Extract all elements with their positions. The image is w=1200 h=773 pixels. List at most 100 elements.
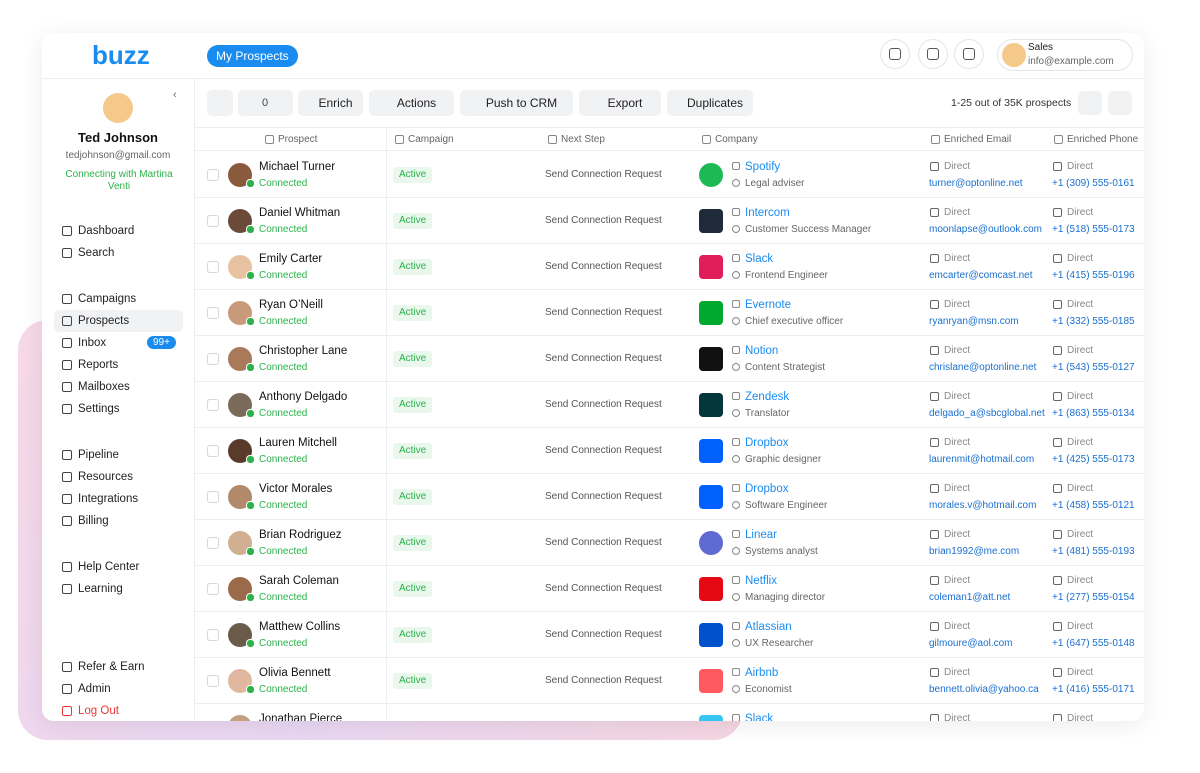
row-checkbox[interactable]	[207, 169, 219, 181]
nav-item[interactable]: Pipeline	[78, 449, 119, 461]
icon	[732, 438, 740, 446]
toolbar-button[interactable]: Actions	[369, 90, 454, 116]
nav-item[interactable]: Resources	[78, 471, 133, 483]
row-checkbox[interactable]	[207, 445, 219, 457]
email-type: Direct	[944, 713, 971, 721]
phone-type: Direct	[1067, 207, 1094, 218]
name: Brian Rodriguez	[259, 529, 342, 541]
icon	[930, 208, 939, 217]
title: Translator	[745, 408, 790, 419]
email-type: Direct	[944, 667, 971, 678]
status: Connected	[259, 546, 308, 557]
company-logo	[699, 163, 723, 187]
nav-item[interactable]: Campaigns	[78, 293, 137, 305]
company: Airbnb	[745, 667, 779, 679]
nav-item[interactable]: Log Out	[78, 705, 119, 717]
row-checkbox[interactable]	[207, 629, 219, 641]
phone-type: Direct	[1067, 253, 1094, 264]
email-type: Direct	[944, 253, 971, 264]
header-button[interactable]	[954, 39, 984, 69]
email: ryanryan@msn.com	[929, 316, 1019, 327]
icon	[62, 338, 72, 348]
next-step: Send Connection Request	[545, 307, 662, 318]
status: Connected	[259, 592, 308, 603]
table-header-divider	[195, 127, 1144, 128]
user-menu[interactable]	[997, 39, 1133, 71]
nav-item[interactable]: Billing	[78, 515, 109, 527]
row-checkbox[interactable]	[207, 215, 219, 227]
name: Lauren Mitchell	[259, 437, 337, 449]
select-dropdown[interactable]: 0	[238, 90, 293, 116]
icon	[732, 208, 740, 216]
row-checkbox[interactable]	[207, 399, 219, 411]
nav-item[interactable]: Search	[78, 247, 115, 259]
campaign-badge: Active	[393, 305, 433, 321]
nav-item[interactable]: Dashboard	[78, 225, 135, 237]
icon	[930, 530, 939, 539]
phone: +1 (543) 555-0127	[1052, 362, 1135, 373]
nav-item[interactable]: Refer & Earn	[78, 661, 145, 673]
row-checkbox[interactable]	[207, 675, 219, 687]
icon	[62, 226, 72, 236]
icon	[62, 472, 72, 482]
nav-item[interactable]: Prospects	[78, 315, 130, 327]
company: Dropbox	[745, 437, 789, 449]
icon	[732, 346, 740, 354]
icon	[62, 294, 72, 304]
toolbar-button[interactable]: Duplicates	[667, 90, 753, 116]
online-dot	[246, 225, 255, 234]
nav-item[interactable]: Admin	[78, 683, 111, 695]
company-logo	[699, 577, 723, 601]
row-divider	[195, 657, 1144, 658]
icon	[62, 494, 72, 504]
header-button[interactable]	[918, 39, 948, 69]
row-checkbox[interactable]	[207, 491, 219, 503]
next-page[interactable]	[1108, 91, 1132, 115]
logo: buzz	[92, 40, 150, 70]
app-window: buzz My Prospects Sales info@example.com Ted…	[42, 33, 1144, 721]
email: moonlapse@outlook.com	[929, 224, 1042, 235]
prev-page[interactable]	[1078, 91, 1102, 115]
profile-avatar	[103, 93, 133, 123]
row-checkbox[interactable]	[207, 537, 219, 549]
online-dot	[246, 639, 255, 648]
collapse[interactable]: ‹	[173, 89, 177, 101]
company: Spotify	[745, 161, 781, 173]
icon	[1053, 438, 1062, 447]
company-logo	[699, 623, 723, 647]
nav-item[interactable]: Help Center	[78, 561, 140, 573]
nav-item[interactable]: Learning	[78, 583, 123, 595]
icon	[732, 685, 740, 693]
status: Connected	[259, 684, 308, 695]
header-button[interactable]	[880, 39, 910, 69]
phone: +1 (309) 555-0161	[1052, 178, 1135, 189]
phone-type: Direct	[1067, 391, 1094, 402]
status: Connected	[259, 224, 308, 235]
toolbar-button[interactable]: Push to CRM	[460, 90, 573, 116]
row-checkbox[interactable]	[207, 261, 219, 273]
nav-item[interactable]: Integrations	[78, 493, 139, 505]
online-dot	[246, 685, 255, 694]
name: Matthew Collins	[259, 621, 341, 633]
company-logo	[699, 209, 723, 233]
icon	[62, 248, 72, 258]
toolbar-button[interactable]: Enrich	[298, 90, 363, 116]
row-checkbox[interactable]	[207, 583, 219, 595]
icon	[1053, 208, 1062, 217]
icon	[1054, 135, 1063, 144]
campaign-badge: Active	[393, 627, 433, 643]
title: Systems analyst	[745, 546, 818, 557]
tab[interactable]: My Prospects	[207, 45, 298, 67]
phone-type: Direct	[1067, 621, 1094, 632]
nav-item[interactable]: Inbox	[78, 337, 107, 349]
row-checkbox[interactable]	[207, 307, 219, 319]
nav-item[interactable]: Settings	[78, 403, 120, 415]
campaign-badge: Active	[393, 397, 433, 413]
email-type: Direct	[944, 575, 971, 586]
nav-item[interactable]: Mailboxes	[78, 381, 130, 393]
toolbar-button[interactable]: Export	[579, 90, 661, 116]
column-header: Next Step	[561, 134, 605, 145]
nav-item[interactable]: Reports	[78, 359, 119, 371]
row-checkbox[interactable]	[207, 353, 219, 365]
filter-button[interactable]	[207, 90, 233, 116]
